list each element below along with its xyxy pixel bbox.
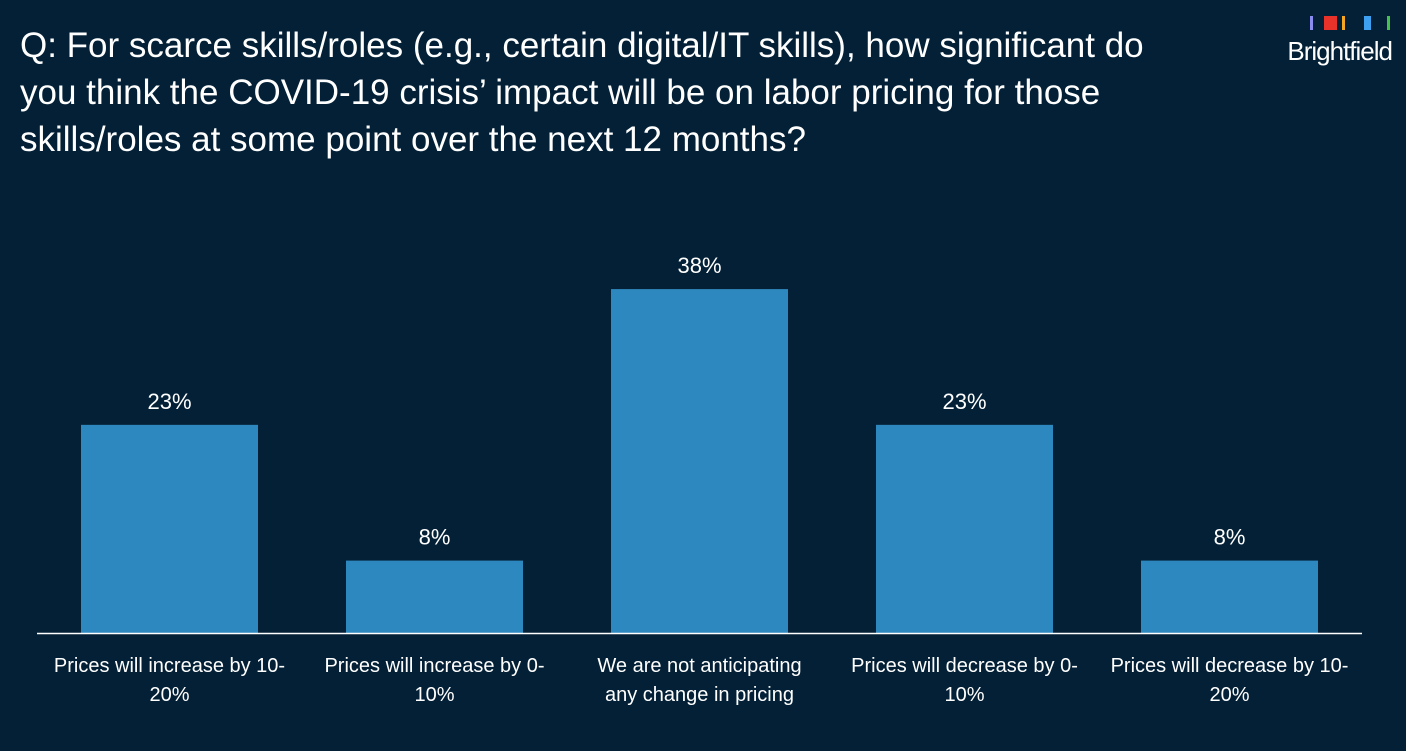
category-label: Prices will increase by 0- bbox=[324, 655, 544, 677]
bar bbox=[1141, 560, 1318, 633]
bar bbox=[81, 424, 258, 633]
data-label: 23% bbox=[942, 389, 986, 414]
logo-mark bbox=[1364, 16, 1371, 30]
bar bbox=[346, 560, 523, 633]
chart-title: Q: For scarce skills/roles (e.g., certai… bbox=[20, 26, 1144, 159]
logo-mark bbox=[1342, 16, 1345, 30]
data-label: 23% bbox=[147, 389, 191, 414]
category-label: We are not anticipating bbox=[597, 655, 801, 677]
data-label: 38% bbox=[677, 253, 721, 278]
brightfield-logo: Brightfield bbox=[1262, 16, 1393, 72]
category-label: 10% bbox=[944, 684, 984, 706]
data-label: 8% bbox=[1214, 525, 1246, 550]
category-label: Prices will increase by 10- bbox=[54, 655, 285, 677]
data-label: 8% bbox=[419, 525, 451, 550]
bar bbox=[611, 289, 788, 633]
logo-mark bbox=[1324, 16, 1337, 30]
logo-marks bbox=[1310, 16, 1392, 30]
logo-mark bbox=[1310, 16, 1313, 30]
bar bbox=[876, 424, 1053, 633]
logo-mark bbox=[1387, 16, 1390, 30]
logo-text: Brightfield bbox=[1287, 36, 1393, 66]
category-label: 10% bbox=[414, 684, 454, 706]
category-label: any change in pricing bbox=[605, 684, 794, 706]
category-label: Prices will decrease by 10- bbox=[1111, 655, 1349, 677]
category-label: 20% bbox=[1209, 684, 1249, 706]
category-label: Prices will decrease by 0- bbox=[851, 655, 1078, 677]
category-label: 20% bbox=[149, 684, 189, 706]
